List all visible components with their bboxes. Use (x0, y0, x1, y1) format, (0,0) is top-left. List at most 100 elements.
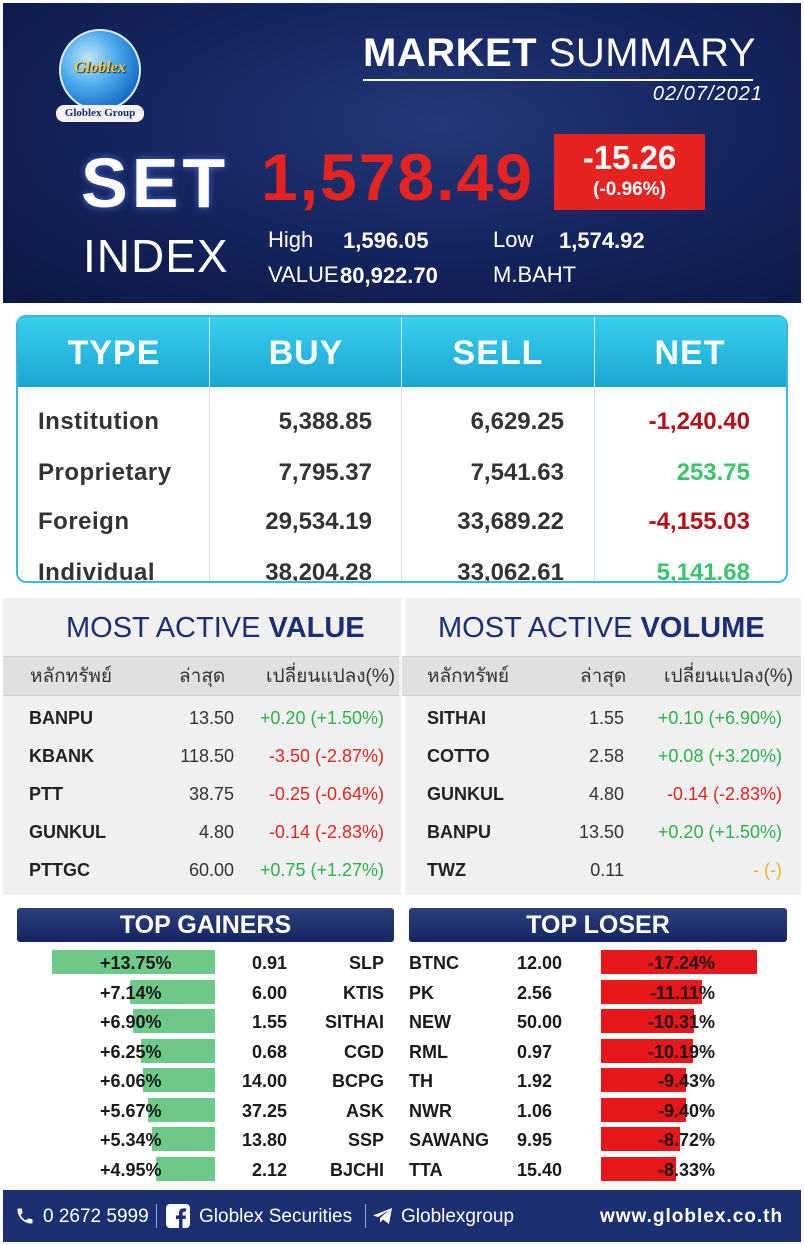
last-price: 4.80 (588, 784, 624, 804)
buy-value: 5,388.85 (278, 408, 372, 435)
table-row[interactable]: BANPU 13.50 +0.20 (+1.50%) (402, 813, 798, 851)
loser-row[interactable]: RML 0.97 -10.19% (409, 1038, 787, 1063)
loser-symbol: SAWANG (409, 1130, 490, 1150)
gainer-price: 6.00 (251, 982, 287, 1003)
table-row[interactable]: TWZ 0.11 - (-) (402, 851, 798, 889)
table-row[interactable]: GUNKUL 4.80 -0.14 (-2.83%) (402, 775, 798, 813)
table-row[interactable]: SITHAI 1.55 +0.10 (+6.90%) (402, 699, 798, 737)
loser-bar (601, 1009, 694, 1033)
gainer-price: 2.12 (251, 1159, 287, 1180)
top-gainers-title: TOP GAINERS (17, 908, 394, 942)
last-price: 118.50 (180, 746, 234, 766)
symbol: BANPU (29, 708, 94, 728)
gainer-bar (141, 1038, 215, 1063)
title-light: SUMMARY (548, 31, 756, 75)
loser-price: 15.40 (517, 1159, 563, 1180)
column-divider (401, 317, 402, 581)
symbol: PTTGC (29, 860, 90, 880)
title-bold: VOLUME (640, 612, 765, 644)
price-change: -0.14 (-2.83%) (268, 822, 384, 842)
table-row[interactable]: KBANK 118.50 -3.50 (-2.87%) (3, 737, 399, 775)
loss-percent: -9.43% (657, 1071, 715, 1091)
table-row[interactable]: COTTO 2.58 +0.08 (+3.20%) (402, 737, 798, 775)
most-active-value-title: MOST ACTIVE VALUE (66, 612, 365, 645)
title-underline (363, 79, 753, 81)
telegram-handle[interactable]: Globlexgroup (401, 1206, 515, 1227)
gainer-row[interactable]: +4.95% 2.12 BJCHI (17, 1156, 394, 1181)
loss-percent: -10.31% (647, 1012, 715, 1032)
website-link[interactable]: www.globlex.co.th (600, 1206, 784, 1227)
section-divider (401, 598, 405, 895)
gain-percent: +5.67% (100, 1100, 162, 1121)
last-price: 1.55 (588, 708, 624, 728)
gainer-row[interactable]: +6.90% 1.55 SITHAI (17, 1009, 394, 1033)
gainer-row[interactable]: +5.67% 37.25 ASK (17, 1097, 394, 1122)
loser-price: 9.95 (517, 1130, 553, 1150)
last-price: 13.50 (578, 822, 624, 842)
loser-row[interactable]: TH 1.92 -9.43% (409, 1068, 787, 1092)
gainer-bar (156, 1156, 215, 1181)
report-date: 02/07/2021 (652, 83, 763, 105)
phone-number[interactable]: 0 2672 5999 (43, 1206, 149, 1227)
loser-row[interactable]: PK 2.56 -11.11% (409, 979, 787, 1004)
symbol: PTT (29, 784, 63, 804)
price-change: +0.08 (+3.20%) (657, 746, 782, 766)
gainer-row[interactable]: +5.34% 13.80 SSP (17, 1127, 394, 1151)
top-loser-title: TOP LOSER (409, 908, 787, 942)
investor-row: Institution 5,388.85 6,629.25 -1,240.40 (18, 397, 786, 447)
loser-row[interactable]: SAWANG 9.95 -8.72% (409, 1127, 787, 1151)
price-change: -3.50 (-2.87%) (268, 746, 384, 766)
last-price: 4.80 (198, 822, 234, 842)
col-sell: SELL (452, 334, 544, 372)
page-title: MARKET SUMMARY (363, 31, 756, 76)
loss-percent: -11.11% (649, 982, 715, 1003)
telegram-icon (373, 1208, 392, 1224)
loser-price: 12.00 (517, 953, 563, 973)
buy-value: 7,795.37 (278, 459, 372, 486)
col-change: เปลี่ยนแปลง(%) (266, 666, 396, 687)
gain-percent: +6.06% (100, 1071, 162, 1091)
gainer-row[interactable]: +6.06% 14.00 BCPG (17, 1068, 394, 1092)
phone-icon (17, 1208, 33, 1224)
loser-row[interactable]: BTNC 12.00 -17.24% (409, 950, 787, 974)
loser-symbol: NEW (409, 1012, 451, 1032)
table-row[interactable]: GUNKUL 4.80 -0.14 (-2.83%) (3, 813, 399, 851)
footer-bar: 0 2672 5999 Globlex Securities Globlexgr… (3, 1190, 801, 1242)
net-value: 5,141.68 (656, 559, 750, 583)
loser-row[interactable]: TTA 15.40 -8.33% (409, 1156, 787, 1181)
gainer-symbol: SITHAI (324, 1012, 384, 1032)
globlex-logo[interactable]: Globlex Globlex Group (53, 29, 147, 125)
sell-value: 33,062.61 (457, 559, 564, 583)
col-symbol: หลักทรัพย์ (427, 666, 510, 687)
most-active-value-header: หลักทรัพย์ ล่าสุด เปลี่ยนแปลง(%) (3, 656, 399, 696)
loser-symbol: RML (409, 1041, 448, 1062)
col-net: NET (654, 334, 726, 372)
price-change: +0.75 (+1.27%) (259, 860, 384, 880)
loser-bar (601, 1156, 676, 1181)
loss-percent: -8.72% (657, 1130, 715, 1150)
loser-row[interactable]: NWR 1.06 -9.40% (409, 1097, 787, 1122)
gainer-row[interactable]: +6.25% 0.68 CGD (17, 1038, 394, 1063)
gainer-row[interactable]: +7.14% 6.00 KTIS (17, 979, 394, 1004)
price-change: -0.25 (-0.64%) (268, 784, 384, 804)
facebook-page[interactable]: Globlex Securities (199, 1206, 353, 1227)
symbol: GUNKUL (427, 784, 504, 804)
gainer-price: 1.55 (251, 1012, 287, 1032)
logo-group-label: Globlex Group (56, 105, 144, 122)
loser-bar (601, 1038, 693, 1063)
table-row[interactable]: BANPU 13.50 +0.20 (+1.50%) (3, 699, 399, 737)
investor-type: Proprietary (38, 459, 172, 486)
net-value: -4,155.03 (648, 508, 750, 535)
gain-percent: +7.14% (100, 982, 162, 1003)
net-value: -1,240.40 (648, 408, 750, 435)
symbol: KBANK (29, 746, 94, 766)
loser-row[interactable]: NEW 50.00 -10.31% (409, 1009, 787, 1033)
gainer-symbol: KTIS (342, 982, 384, 1003)
gainer-row[interactable]: +13.75% 0.91 SLP (17, 950, 394, 974)
table-row[interactable]: PTT 38.75 -0.25 (-0.64%) (3, 775, 399, 813)
gainer-bar (152, 1127, 215, 1151)
high-value: 1,596.05 (343, 228, 429, 253)
gainer-price: 0.68 (251, 1041, 287, 1062)
table-row[interactable]: PTTGC 60.00 +0.75 (+1.27%) (3, 851, 399, 889)
index-change-value: -15.26 (582, 139, 677, 176)
